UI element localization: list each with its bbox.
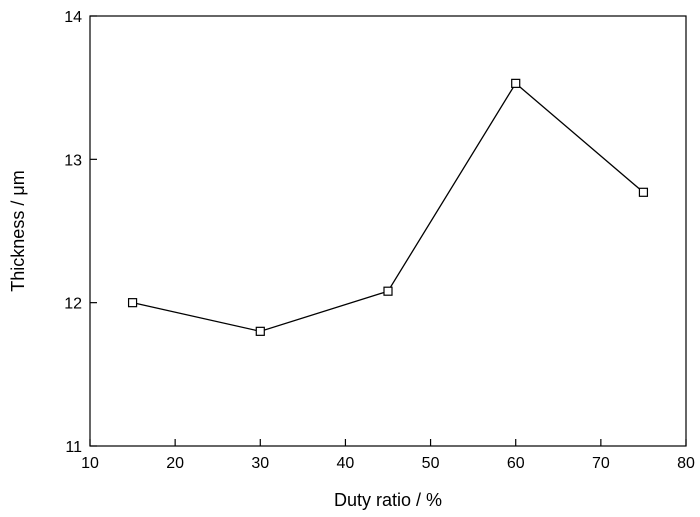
x-tick-label: 10 bbox=[81, 455, 99, 472]
data-point bbox=[638, 187, 649, 197]
y-tick-label: 14 bbox=[64, 9, 82, 26]
x-tick-label: 50 bbox=[422, 455, 440, 472]
x-tick-label: 60 bbox=[507, 455, 525, 472]
data-point bbox=[383, 286, 393, 296]
x-tick-label: 20 bbox=[166, 455, 184, 472]
plot-area bbox=[127, 78, 649, 336]
data-point bbox=[255, 326, 265, 336]
x-axis-title: Duty ratio / % bbox=[334, 490, 442, 510]
x-tick-label: 80 bbox=[677, 455, 695, 472]
x-axis-ticks: 10 20 30 40 50 60 70 80 bbox=[81, 439, 695, 472]
plot-frame bbox=[89, 15, 687, 447]
data-point bbox=[127, 298, 138, 308]
y-axis-ticks: 11 12 13 14 bbox=[64, 9, 97, 456]
x-tick-label: 30 bbox=[251, 455, 269, 472]
x-tick-label: 40 bbox=[337, 455, 355, 472]
axes bbox=[89, 15, 687, 447]
data-point bbox=[511, 78, 521, 88]
y-tick-label: 13 bbox=[64, 152, 82, 169]
x-tick-label: 70 bbox=[592, 455, 610, 472]
y-tick-label: 11 bbox=[65, 439, 82, 456]
y-tick-label: 12 bbox=[64, 296, 82, 313]
y-axis-title: Thickness / μm bbox=[8, 170, 28, 291]
